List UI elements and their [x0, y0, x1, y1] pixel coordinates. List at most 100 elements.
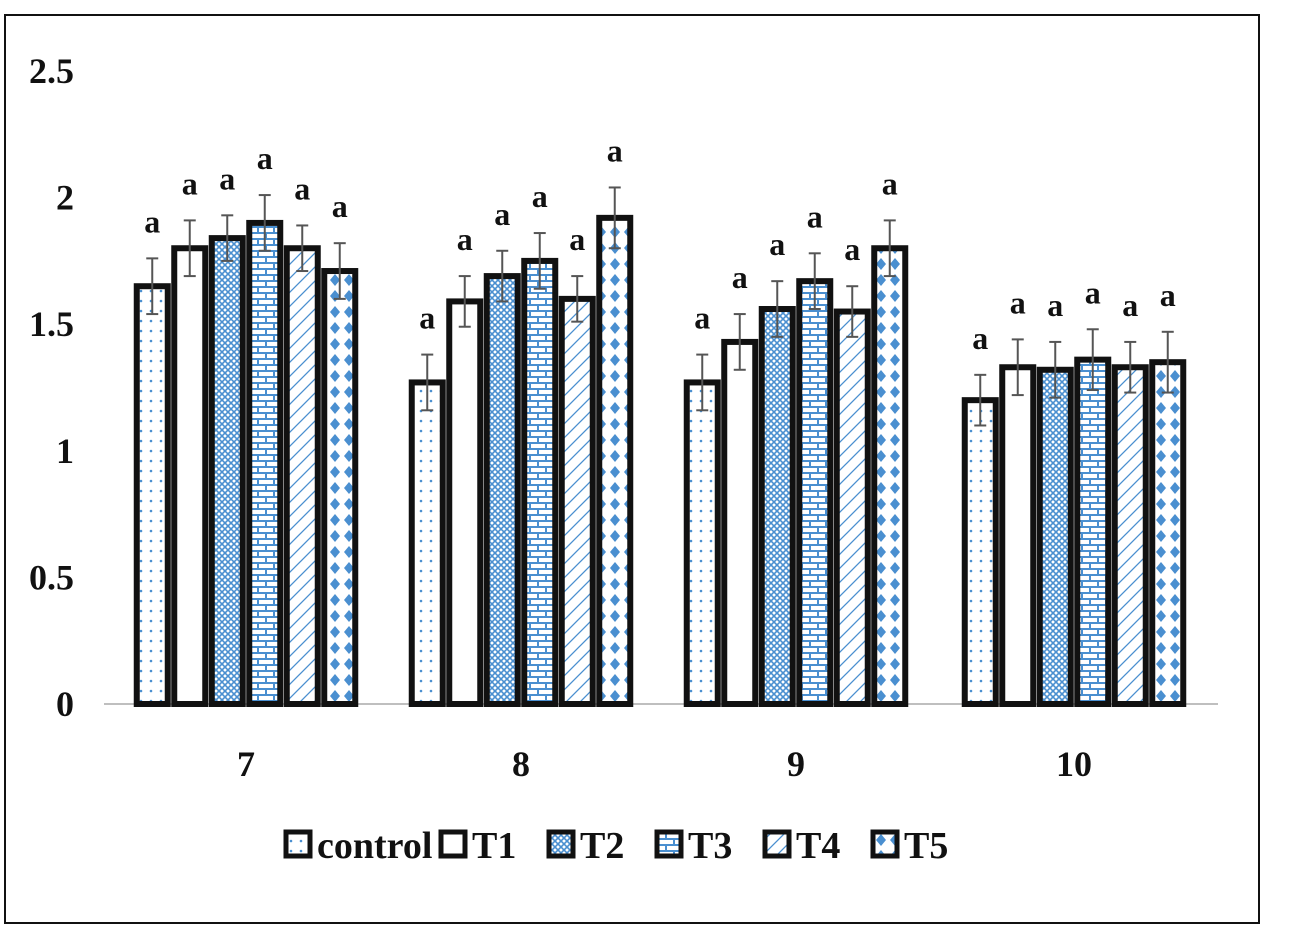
- bar-T2-8: [483, 273, 521, 707]
- bar-control-8: [408, 379, 446, 707]
- legend-label: T3: [688, 825, 732, 867]
- bar-T4-8: [558, 295, 596, 707]
- significance-label: a: [294, 170, 310, 206]
- significance-label: a: [1160, 277, 1176, 313]
- y-tick-label: 1: [56, 431, 74, 471]
- significance-label: a: [844, 231, 860, 267]
- error-bar: [221, 214, 234, 262]
- bar-T5-8: [596, 214, 634, 708]
- significance-label: a: [807, 198, 823, 234]
- x-tick-label: 10: [1056, 744, 1092, 784]
- x-tick-label: 8: [512, 744, 530, 784]
- significance-label: a: [972, 320, 988, 356]
- y-tick-label: 0.5: [29, 557, 74, 597]
- error-bar: [1124, 340, 1137, 394]
- y-axis-tick-labels: 0 0.5 1 1.5 2 2.5: [29, 51, 74, 724]
- y-tick-label: 1.5: [29, 304, 74, 344]
- error-bar: [1049, 340, 1062, 399]
- bar-control-7: [133, 283, 171, 707]
- significance-label: a: [607, 132, 623, 168]
- significance-label: a: [732, 259, 748, 295]
- x-tick-label: 9: [787, 744, 805, 784]
- error-bar: [846, 285, 859, 338]
- bar-T1-10: [999, 364, 1037, 707]
- significance-label: a: [569, 221, 585, 257]
- significance-label: a: [532, 178, 548, 214]
- significance-label: a: [494, 196, 510, 232]
- error-bar: [974, 373, 987, 427]
- legend-swatch: [438, 829, 468, 859]
- error-bar: [608, 186, 621, 250]
- legend-item-T4: T4: [762, 825, 840, 867]
- error-bar: [146, 257, 159, 316]
- error-bar: [571, 275, 584, 323]
- error-bar: [1086, 328, 1099, 392]
- y-tick-label: 2.5: [29, 51, 74, 91]
- significance-label: a: [694, 300, 710, 336]
- error-bar: [183, 219, 196, 278]
- bar-T1-8: [446, 298, 484, 707]
- x-tick-label: 7: [237, 744, 255, 784]
- legend-swatch: [762, 829, 792, 859]
- legend-label: control: [317, 825, 432, 867]
- bar-T3-7: [246, 219, 284, 707]
- legend-label: T4: [796, 825, 840, 867]
- bar-T5-10: [1149, 359, 1187, 707]
- significance-label: a: [457, 221, 473, 257]
- bar-T1-9: [721, 338, 759, 707]
- bar-T4-7: [283, 245, 321, 708]
- error-bar: [421, 353, 434, 412]
- error-bar: [771, 280, 784, 338]
- error-bar: [696, 353, 709, 412]
- error-bar: [296, 224, 309, 273]
- bar-T3-10: [1074, 356, 1112, 707]
- significance-label: a: [182, 165, 198, 201]
- significance-label: a: [1047, 287, 1063, 323]
- bar-T5-9: [871, 245, 909, 708]
- legend-item-T5: T5: [870, 825, 948, 867]
- error-bar: [883, 219, 896, 278]
- legend-swatch: [870, 829, 900, 859]
- significance-label: a: [769, 226, 785, 262]
- y-tick-label: 0: [56, 684, 74, 724]
- legend-label: T1: [472, 825, 516, 867]
- error-bar: [258, 194, 271, 252]
- bar-control-10: [961, 397, 999, 707]
- bar-T2-9: [758, 306, 796, 707]
- significance-label: a: [419, 300, 435, 336]
- error-bar: [458, 275, 471, 328]
- legend-swatch: [654, 829, 684, 859]
- legend-item-T1: T1: [438, 825, 516, 867]
- bar-control-9: [683, 379, 721, 707]
- significance-label: a: [1122, 287, 1138, 323]
- legend-item-control: control: [283, 825, 432, 867]
- x-axis-tick-labels: 7 8 9 10: [237, 744, 1092, 784]
- legend-label: T2: [580, 825, 624, 867]
- legend-swatch: [546, 829, 576, 859]
- legend-item-T2: T2: [546, 825, 624, 867]
- bar-T3-8: [521, 257, 559, 707]
- y-tick-label: 2: [56, 178, 74, 218]
- legend: control T1 T2 T3 T4 T5: [283, 825, 948, 867]
- error-bar: [1161, 330, 1174, 394]
- legend-swatch: [283, 829, 313, 859]
- legend-item-T3: T3: [654, 825, 732, 867]
- significance-label: a: [882, 165, 898, 201]
- error-bar: [808, 252, 821, 311]
- bar-T5-7: [321, 268, 359, 707]
- bar-T1-7: [171, 245, 209, 708]
- bar-T4-9: [833, 308, 871, 707]
- significance-label: a: [257, 140, 273, 176]
- bar-T2-10: [1036, 366, 1074, 707]
- legend-label: T5: [904, 825, 948, 867]
- significance-label: a: [1010, 284, 1026, 320]
- error-bar: [1011, 338, 1024, 397]
- error-bar: [333, 242, 346, 300]
- significance-label: a: [1085, 274, 1101, 310]
- significance-label: a: [332, 188, 348, 224]
- significance-label: a: [144, 203, 160, 239]
- bar-T4-10: [1111, 364, 1149, 707]
